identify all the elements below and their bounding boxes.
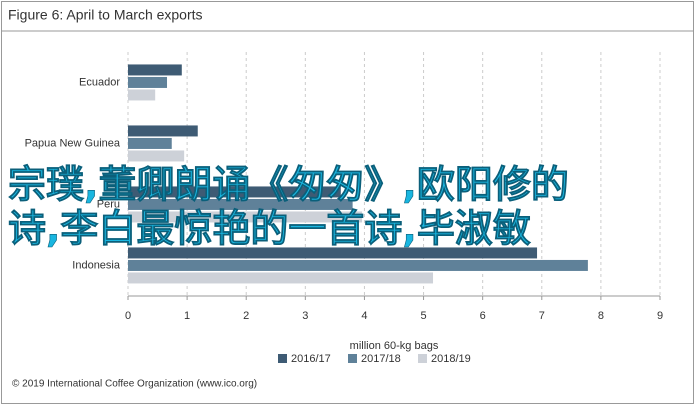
y-tick-label: Indonesia: [72, 259, 121, 271]
overlay-text: 宗璞,董卿朗诵《匆匆》,欧阳修的: [8, 163, 569, 207]
x-axis-label: million 60-kg bags: [350, 340, 439, 352]
x-tick-label: 3: [302, 310, 308, 322]
legend-label: 2016/17: [291, 353, 331, 365]
bar: [128, 76, 168, 88]
y-tick-label: Ecuador: [79, 76, 120, 88]
bar: [128, 186, 341, 198]
bar: [128, 198, 353, 210]
legend-label: 2017/18: [361, 353, 401, 365]
y-tick-label: Papua New Guinea: [25, 137, 121, 149]
legend-label: 2018/19: [431, 353, 471, 365]
bar: [128, 137, 172, 149]
bar: [128, 64, 182, 76]
bar: [128, 211, 363, 223]
legend-swatch: [278, 354, 287, 363]
bar: [128, 272, 434, 284]
x-tick-label: 6: [480, 310, 486, 322]
y-tick-label: Peru: [97, 198, 120, 210]
x-tick-label: 1: [184, 310, 190, 322]
bar: [128, 150, 185, 162]
bar: [128, 125, 198, 137]
chart-title: Figure 6: April to March exports: [8, 7, 203, 23]
bar: [128, 259, 588, 271]
x-tick-label: 9: [657, 310, 663, 322]
legend-swatch: [348, 354, 357, 363]
x-tick-label: 2: [243, 310, 249, 322]
bar: [128, 89, 156, 101]
x-tick-label: 4: [361, 310, 367, 322]
x-tick-label: 7: [539, 310, 545, 322]
x-tick-label: 5: [420, 310, 426, 322]
source: © 2019 International Coffee Organization…: [12, 379, 257, 390]
x-tick-label: 8: [598, 310, 604, 322]
bar: [128, 247, 538, 259]
legend-swatch: [418, 354, 427, 363]
overlay-text: 诗,李白最惊艳的一首诗,毕淑敏: [8, 207, 531, 251]
x-tick-label: 0: [125, 310, 131, 322]
